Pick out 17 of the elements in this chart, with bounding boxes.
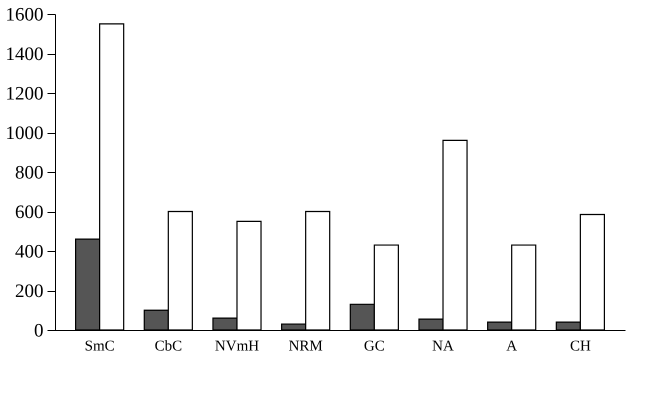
x-tick-label: A <box>506 338 518 354</box>
y-tick-label: 200 <box>15 281 44 302</box>
y-tick-label: 0 <box>34 320 44 342</box>
x-tick-label: NVmH <box>214 338 260 354</box>
y-tick-label: 800 <box>15 162 44 184</box>
x-tick-label: CbC <box>154 338 182 354</box>
y-tick-label: 1200 <box>6 84 44 104</box>
x-tick-label: GC <box>364 338 385 354</box>
y-tick-label: 600 <box>15 202 44 223</box>
x-tick-label: CH <box>570 338 591 354</box>
y-tick-label: 1000 <box>6 123 44 144</box>
x-tick-label: NA <box>432 338 454 354</box>
x-tick-label: NRM <box>288 338 323 354</box>
y-tick-label: 1400 <box>6 44 44 65</box>
x-tick-label: SmC <box>84 338 115 354</box>
y-tick-label: 400 <box>15 242 44 262</box>
y-tick-label: 1600 <box>6 4 44 26</box>
